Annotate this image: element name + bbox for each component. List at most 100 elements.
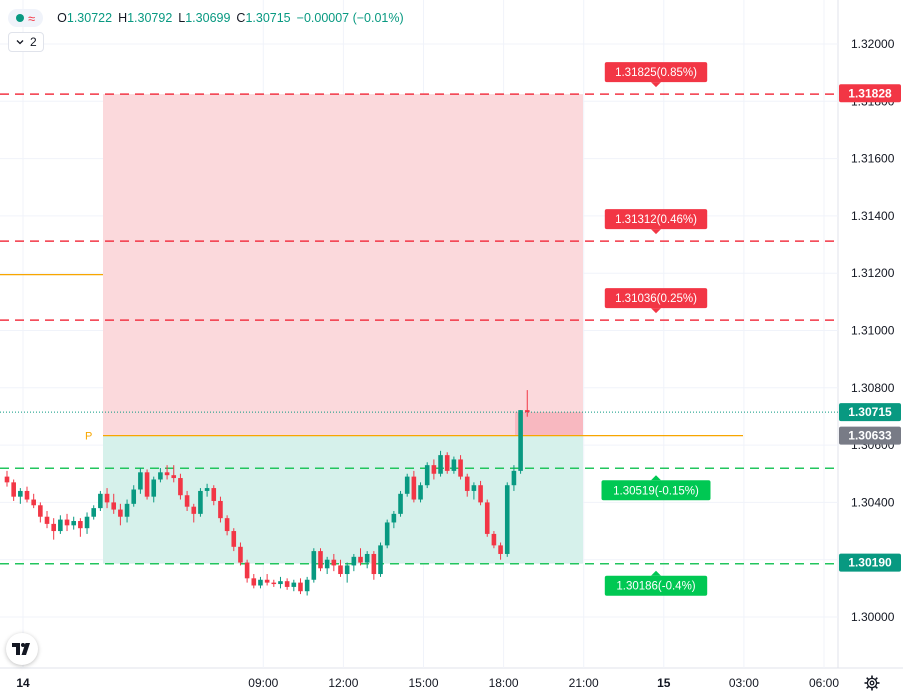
target-level-line-tag [604,575,708,596]
candle-body [311,551,317,580]
time-tick-label: 18:00 [489,676,519,690]
candle-body [44,516,50,524]
chevron-down-icon [16,40,24,45]
candle [284,578,290,590]
stop-level-line-tag-label: 1.31825(0.85%) [615,67,697,79]
candle-body [91,508,97,517]
time-axis: 03:001409:0012:0015:0018:0021:001503:000… [16,676,839,690]
candle-body [64,519,70,526]
candle [38,502,43,523]
candle [218,496,223,523]
candle-body [118,509,123,517]
candle-body [518,410,523,471]
price-badge [839,84,901,103]
candle-body [498,545,503,554]
candle-body [38,505,43,517]
candle-body [431,465,437,474]
indicators-toggle-button[interactable]: 2 [8,32,44,52]
candle-body [104,493,110,503]
wave-icon: ≈ [28,10,36,26]
candle-body [244,562,250,579]
candle [124,499,130,523]
candle-body [438,455,443,474]
candle-body [191,506,197,514]
price-badge [839,553,901,572]
candle [71,516,76,530]
candle-body [211,488,217,501]
candle [451,456,457,474]
candle [98,490,103,511]
ohlc-low: L1.30699 [178,11,231,25]
candle [244,559,250,583]
candle [271,579,277,587]
candle-body [364,553,370,563]
candle [491,531,497,549]
settings-gear-icon[interactable] [862,673,882,693]
candle-body [304,579,310,592]
candle [204,483,210,497]
candle-body [291,582,297,587]
candle [364,551,370,569]
ohlc-change: −0.00007 (−0.01%) [296,11,404,25]
candle [211,485,217,506]
candle [344,562,350,583]
candle [484,499,490,537]
candle [398,490,403,517]
symbol-legend: ≈ O1.30722 H1.30792 L1.30699 C1.30715 −0… [8,8,410,28]
candle [278,576,283,589]
candle [191,503,197,523]
price-badge-label: 1.30190 [848,556,892,570]
candle-body [58,519,63,532]
candle-body [464,476,470,491]
candle-body [411,476,417,500]
candle [104,488,110,509]
candle [304,576,310,596]
target-level-line-tag-label: 1.30519(-0.15%) [613,485,699,497]
time-tick-label: 06:00 [809,676,839,690]
candle-body [238,546,243,563]
candle [138,468,143,494]
candle [171,465,177,483]
stop-level-line-tag [604,288,708,309]
candle [378,542,383,577]
candle-body [398,493,403,514]
target-level-line-tag-pointer [651,570,661,576]
candle [11,479,16,501]
candle-body [338,565,343,575]
candle [264,574,270,586]
candle-body [284,581,290,587]
time-tick-label: 15:00 [408,676,438,690]
candle-body [378,545,383,575]
candle-body [331,559,337,566]
candle [311,548,317,583]
candle [64,513,70,532]
candle [371,551,377,580]
tradingview-logo-icon[interactable] [6,633,38,665]
level-lines: P [0,93,838,565]
candle [464,473,470,497]
candle-body [424,465,430,486]
candle-body [418,485,423,500]
candle-body [471,485,477,491]
candle-body [78,521,83,529]
candle [518,410,523,474]
candle [131,485,137,507]
candle-body [204,488,210,491]
candle-body [144,472,150,497]
symbol-status-button[interactable]: ≈ [8,9,44,27]
candle [198,488,203,517]
candle [471,482,477,500]
candle [31,493,36,509]
candle-body [324,559,330,569]
candle-body [231,531,237,547]
stop-level-line-tag-pointer [651,308,661,314]
pivot-label: P [85,431,92,443]
candle-body [391,513,397,523]
price-badge [839,403,901,422]
target-level-line-tag-label: 1.30186(-0.4%) [616,581,695,593]
ohlc-open: O1.30722 [57,11,113,25]
candle-body [164,472,170,476]
candle-body [298,582,303,592]
candle [144,469,150,500]
